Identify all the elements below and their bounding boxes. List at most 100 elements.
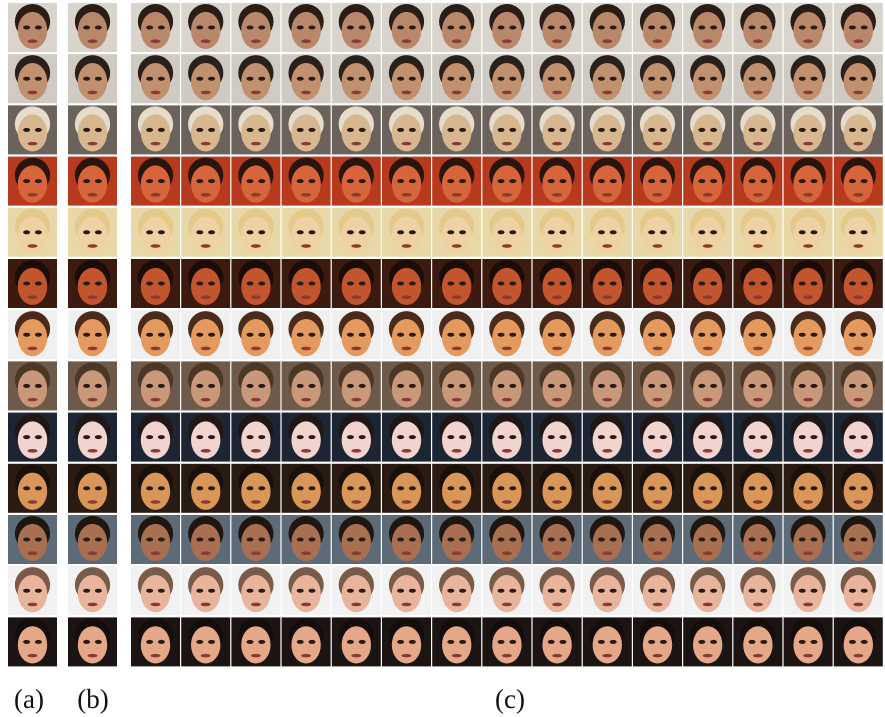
face <box>542 319 571 356</box>
face-tile <box>332 464 381 513</box>
face-tile <box>583 157 632 206</box>
eye <box>660 538 667 542</box>
face-tile <box>432 259 481 308</box>
eye <box>509 435 516 439</box>
face <box>542 268 571 305</box>
face-tile <box>482 54 531 103</box>
eye <box>208 333 215 337</box>
face-tile <box>733 54 782 103</box>
eye <box>849 179 856 183</box>
face <box>442 473 471 510</box>
eye <box>258 640 265 644</box>
eye <box>347 640 354 644</box>
face <box>241 63 270 100</box>
eye <box>297 538 304 542</box>
eye <box>660 384 667 388</box>
face <box>291 63 320 100</box>
eye <box>509 589 516 593</box>
panel-label: (b) <box>77 684 108 714</box>
face-tile <box>432 566 481 615</box>
face <box>342 268 371 305</box>
eye <box>196 486 203 490</box>
face <box>141 626 170 663</box>
face-tile <box>231 54 280 103</box>
eye <box>509 128 516 132</box>
mouth <box>351 347 361 351</box>
face <box>593 63 622 100</box>
mouth <box>28 551 38 555</box>
mouth <box>703 398 713 402</box>
face <box>342 12 371 49</box>
face-tile <box>733 464 782 513</box>
face <box>643 473 672 510</box>
eye <box>598 384 605 388</box>
mouth <box>402 244 412 248</box>
face <box>191 165 220 202</box>
face <box>291 165 320 202</box>
face-tile <box>8 105 57 154</box>
face-tile <box>733 361 782 410</box>
eye <box>409 486 416 490</box>
eye <box>810 640 817 644</box>
eye <box>710 26 717 30</box>
eye <box>760 230 767 234</box>
eye <box>559 77 566 81</box>
eye <box>498 538 505 542</box>
mouth <box>703 654 713 658</box>
eye <box>459 77 466 81</box>
mouth <box>653 39 663 43</box>
eye <box>710 435 717 439</box>
eye <box>95 538 102 542</box>
face-tile <box>382 361 431 410</box>
eye <box>447 384 454 388</box>
face <box>793 370 822 407</box>
eye <box>158 538 165 542</box>
face-grid <box>8 3 883 666</box>
face <box>643 524 672 561</box>
face-tile <box>282 566 331 615</box>
mouth <box>28 449 38 453</box>
eye <box>610 435 617 439</box>
eye <box>760 435 767 439</box>
eye <box>308 486 315 490</box>
face-tile <box>633 208 682 257</box>
face-tile <box>68 3 117 52</box>
eye <box>710 384 717 388</box>
face-tile <box>533 105 582 154</box>
eye <box>459 640 466 644</box>
face-tile <box>432 413 481 462</box>
eye <box>459 538 466 542</box>
eye <box>308 230 315 234</box>
mouth <box>602 39 612 43</box>
mouth <box>452 244 462 248</box>
face <box>141 268 170 305</box>
mouth <box>502 193 512 197</box>
eye <box>861 26 868 30</box>
mouth <box>251 39 261 43</box>
mouth <box>703 603 713 607</box>
face <box>743 319 772 356</box>
mouth <box>653 654 663 658</box>
eye <box>710 282 717 286</box>
face-tile <box>68 566 117 615</box>
eye <box>849 128 856 132</box>
eye <box>208 179 215 183</box>
face-tile <box>231 566 280 615</box>
mouth <box>151 398 161 402</box>
eye <box>710 486 717 490</box>
eye <box>297 230 304 234</box>
face-tile <box>131 259 180 308</box>
eye <box>548 333 555 337</box>
eye <box>359 26 366 30</box>
mouth <box>803 91 813 95</box>
face-tile <box>834 259 883 308</box>
face <box>793 319 822 356</box>
eye <box>397 384 404 388</box>
face-tile <box>131 157 180 206</box>
eye <box>810 128 817 132</box>
face-tile <box>68 259 117 308</box>
face <box>542 421 571 458</box>
eye <box>196 538 203 542</box>
face-tile <box>784 105 833 154</box>
face-tile <box>8 566 57 615</box>
